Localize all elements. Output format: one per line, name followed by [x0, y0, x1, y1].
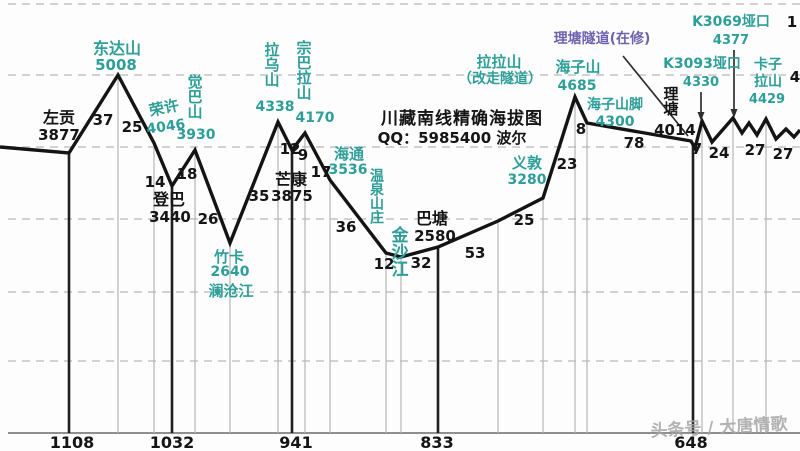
arrowhead-icon [730, 109, 738, 118]
dist-14: 14 [144, 173, 166, 191]
elev-haizishan: 4685 [557, 78, 597, 94]
dist-17: 17 [310, 163, 332, 181]
elev-mangkang: 3875 [271, 187, 313, 205]
dist-27a: 27 [744, 141, 766, 159]
place-dengba: 登巴 [152, 190, 186, 209]
dist-25b: 25 [513, 211, 535, 229]
elev-dongdashan: 5008 [95, 56, 137, 74]
elev-kazilashan: 4429 [748, 92, 786, 107]
place-lawushan: 拉乌山 [262, 42, 281, 87]
elev-k3093-pass: 4330 [682, 75, 720, 90]
place-haizishan: 海子山 [555, 58, 601, 76]
dist-24: 24 [708, 144, 730, 162]
place-wenquanshanzhuang: 温泉山庄 [368, 168, 384, 224]
place-k3093-pass: K3093垭口 [663, 56, 741, 72]
dist-32: 32 [410, 254, 432, 272]
axis-tick-833: 833 [420, 433, 454, 451]
elev-zuogong: 3877 [38, 126, 80, 144]
dist-9: 9 [297, 146, 309, 164]
dist-27b: 27 [772, 145, 794, 163]
dist-78: 78 [623, 134, 645, 152]
place-kazilashan-2: 拉山 [754, 74, 782, 90]
dist-35: 35 [248, 187, 270, 205]
dist-8: 8 [575, 120, 587, 138]
elev-haitong: 3536 [328, 162, 368, 178]
dist-53: 53 [464, 244, 486, 262]
dist-37: 37 [92, 111, 114, 129]
place-haizishanjiao: 海子山脚 [587, 97, 643, 113]
elev-lawushan: 4338 [255, 99, 295, 115]
place-haitong: 海通 [333, 145, 365, 163]
axis-tick-1108: 1108 [49, 433, 95, 451]
place-kazilashan-1: 卡子 [754, 57, 782, 73]
elev-juebashan: 3930 [176, 127, 216, 143]
place-juebashan: 觉巴山 [185, 74, 204, 119]
dist-26: 26 [197, 210, 219, 228]
axis-tick-648: 648 [674, 433, 708, 451]
dist-7: 7 [691, 140, 703, 158]
place-litang: 理塘 [661, 86, 680, 116]
pointer-line [622, 55, 689, 137]
dist-36: 36 [335, 218, 357, 236]
place-dongdashan: 东达山 [92, 39, 142, 58]
axis-tick-941: 941 [279, 433, 313, 451]
elevation-profile-line [0, 71, 800, 259]
axis-tick-1032: 1032 [149, 433, 195, 451]
note-lalashan-tunnel: （改走隧道） [458, 71, 542, 87]
dist-12b: 12 [373, 255, 395, 273]
place-zuogong: 左贡 [42, 108, 76, 127]
arrowhead-icon [697, 112, 705, 121]
elev-dengba: 3440 [149, 208, 191, 226]
elev-batang: 2580 [414, 227, 456, 245]
elev-haizishanjiao: 4300 [595, 114, 635, 130]
dist-18: 18 [176, 165, 198, 183]
place-zhuka: 竹卡 [213, 248, 245, 266]
elev-k3069-pass: 4377 [712, 33, 750, 48]
elev-yidun: 3280 [507, 172, 547, 188]
edge-clipped-text-1: 1 [786, 13, 798, 31]
chart-subtitle: QQ：5985400 波尔 [377, 129, 527, 147]
elev-zhuka: 2640 [210, 264, 250, 280]
place-k3069-pass: K3069垭口 [692, 14, 770, 30]
river-lancangjiang: 澜沧江 [208, 282, 254, 300]
place-mangkang: 芒康 [274, 170, 308, 189]
edge-clipped-text-4: 4 [789, 68, 800, 86]
dist-23: 23 [556, 155, 578, 173]
place-yidun: 义敦 [511, 154, 543, 172]
place-lalashan: 拉拉山 [476, 53, 522, 71]
elev-litang: 4014 [654, 121, 696, 139]
place-zongbalashan: 宗巴拉山 [294, 40, 313, 100]
place-batang: 巴塘 [415, 209, 449, 228]
dist-25a: 25 [121, 118, 143, 136]
note-litang-tunnel: 理塘隧道(在修) [553, 31, 651, 47]
chart-title: 川藏南线精确海拔图 [381, 109, 543, 129]
river-jinshajiang: 金沙江 [387, 226, 408, 277]
elev-zongbalashan: 4170 [295, 110, 335, 126]
dist-12a: 12 [279, 140, 301, 158]
